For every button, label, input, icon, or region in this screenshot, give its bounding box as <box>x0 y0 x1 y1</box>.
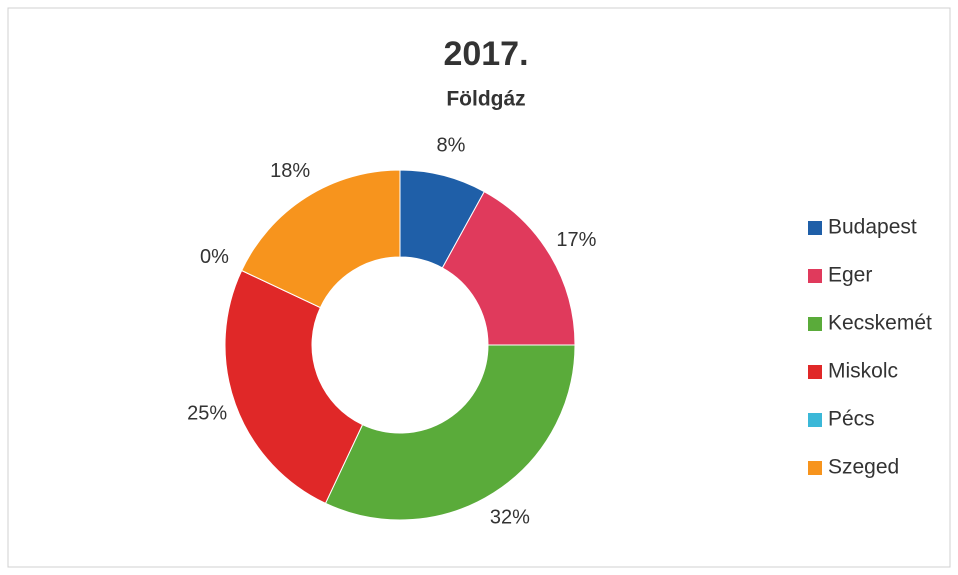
legend-label: Budapest <box>828 216 917 239</box>
chart-title: 2017. <box>443 35 528 73</box>
donut-slice <box>324 344 576 521</box>
legend-swatch <box>808 269 822 283</box>
legend-label: Miskolc <box>828 360 898 383</box>
data-label: 0% <box>200 246 229 268</box>
legend-label: Pécs <box>828 408 875 431</box>
legend-label: Szeged <box>828 456 899 479</box>
chart-subtitle: Földgáz <box>446 88 525 111</box>
data-label: 18% <box>270 160 310 182</box>
legend-swatch <box>808 317 822 331</box>
legend-swatch <box>808 365 822 379</box>
data-label: 17% <box>556 229 596 251</box>
legend-swatch <box>808 413 822 427</box>
data-label: 32% <box>490 506 530 528</box>
data-label: 8% <box>437 135 466 157</box>
legend-label: Kecskemét <box>828 312 932 335</box>
donut-slice <box>240 169 401 309</box>
donut-slice <box>224 269 364 505</box>
legend-label: Eger <box>828 264 872 287</box>
legend-swatch <box>808 221 822 235</box>
legend-swatch <box>808 461 822 475</box>
data-label: 25% <box>187 403 227 425</box>
